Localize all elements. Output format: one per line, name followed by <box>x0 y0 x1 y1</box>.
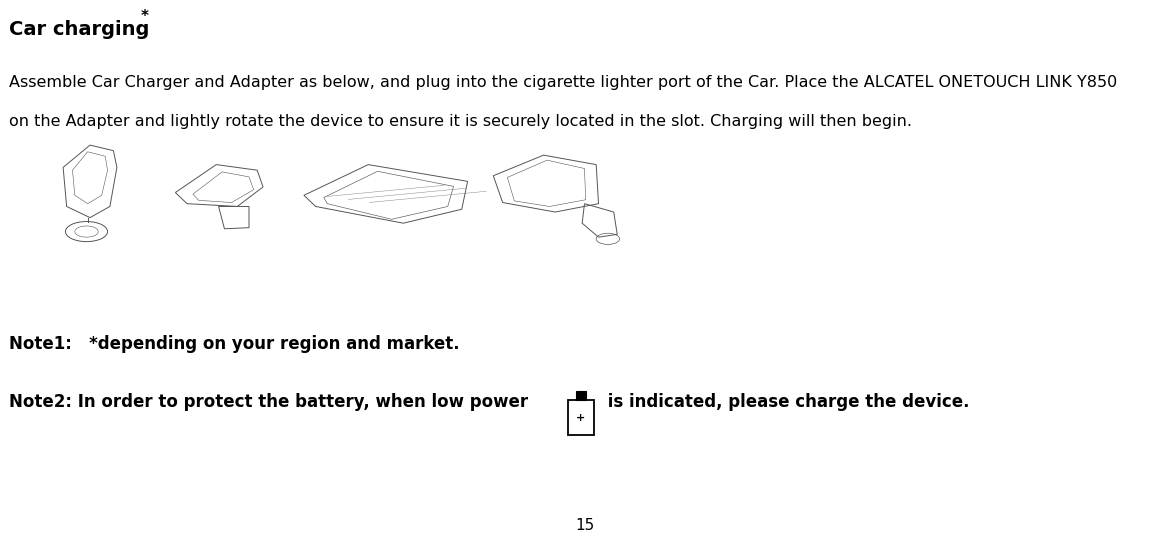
Text: 15: 15 <box>575 518 594 533</box>
Text: *: * <box>140 9 148 25</box>
Text: +: + <box>576 413 586 423</box>
Text: Note2: In order to protect the battery, when low power: Note2: In order to protect the battery, … <box>9 393 534 411</box>
Text: is indicated, please charge the device.: is indicated, please charge the device. <box>602 393 969 411</box>
Text: on the Adapter and lightly rotate the device to ensure it is securely located in: on the Adapter and lightly rotate the de… <box>9 114 912 129</box>
Text: Assemble Car Charger and Adapter as below, and plug into the cigarette lighter p: Assemble Car Charger and Adapter as belo… <box>9 75 1118 90</box>
Text: Note1:   *depending on your region and market.: Note1: *depending on your region and mar… <box>9 335 459 353</box>
Text: Car charging: Car charging <box>9 20 150 39</box>
FancyBboxPatch shape <box>576 391 586 400</box>
